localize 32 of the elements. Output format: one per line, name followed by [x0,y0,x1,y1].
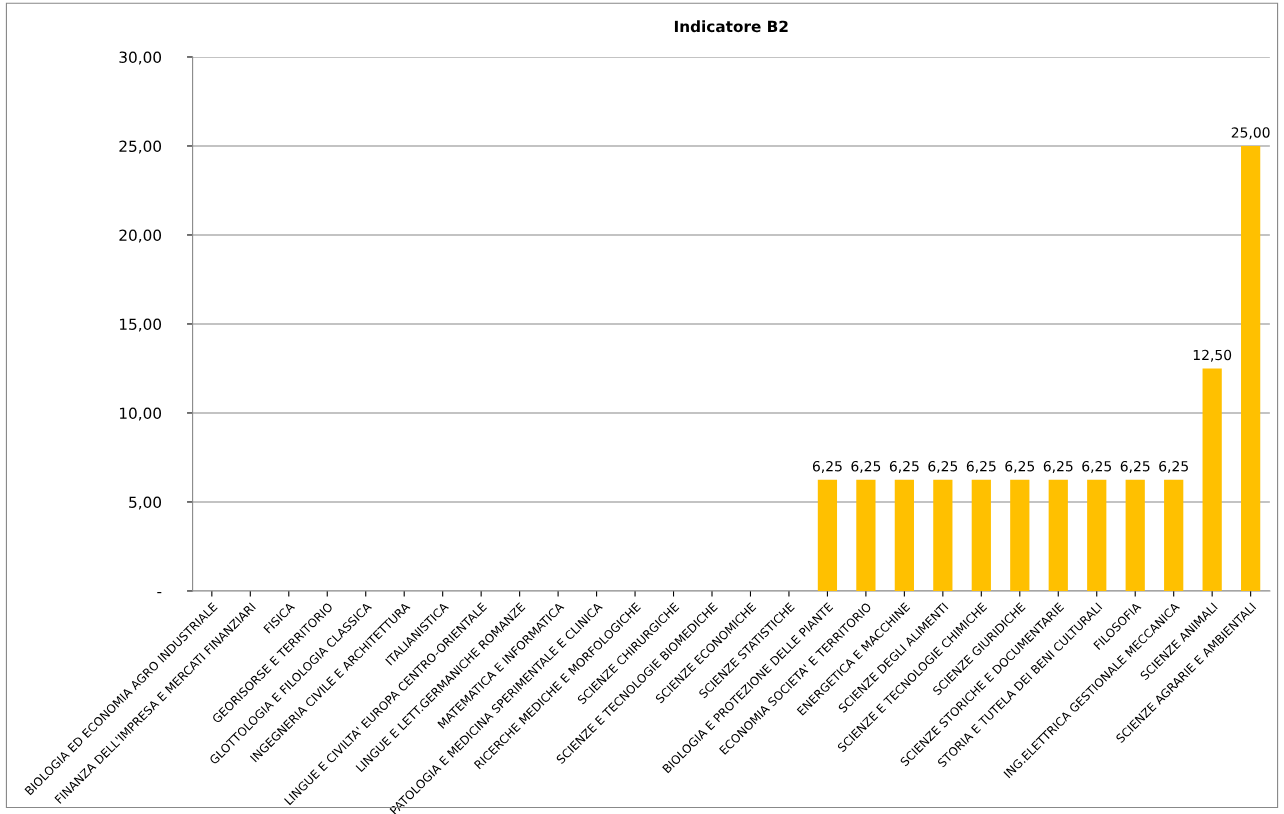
data-label: 6,25 [1005,460,1035,473]
data-label: 6,25 [1159,460,1188,473]
y-tick-label: 25,00 [119,140,162,154]
bar [856,479,876,591]
bar [894,479,914,591]
chart-title: Indicatore B2 [674,20,788,33]
y-tick-label: - [157,591,162,594]
data-label: 6,25 [966,460,996,473]
data-label: 6,25 [851,460,881,473]
bar [933,479,953,591]
data-label: 6,25 [812,460,842,473]
y-tick-label: 15,00 [119,318,162,332]
bar [817,479,838,591]
data-label: 6,25 [1120,460,1150,473]
bar [1125,479,1145,591]
bar [1202,368,1222,591]
data-label: 6,25 [1082,460,1111,473]
y-tick-label: 20,00 [119,229,162,243]
y-tick-label: 10,00 [119,407,162,421]
bar [1048,479,1068,591]
y-tick-label: 30,00 [119,51,162,65]
bar [971,479,991,591]
bar [1010,479,1030,591]
bar [1241,145,1261,591]
data-label: 6,25 [1043,460,1073,473]
y-tick-label: 5,00 [129,496,162,510]
data-label: 6,25 [889,460,919,473]
data-label: 25,00 [1231,127,1270,140]
bar [1087,479,1107,591]
bar [1164,479,1184,591]
data-label: 6,25 [928,460,958,473]
data-label: 12,50 [1193,349,1232,362]
